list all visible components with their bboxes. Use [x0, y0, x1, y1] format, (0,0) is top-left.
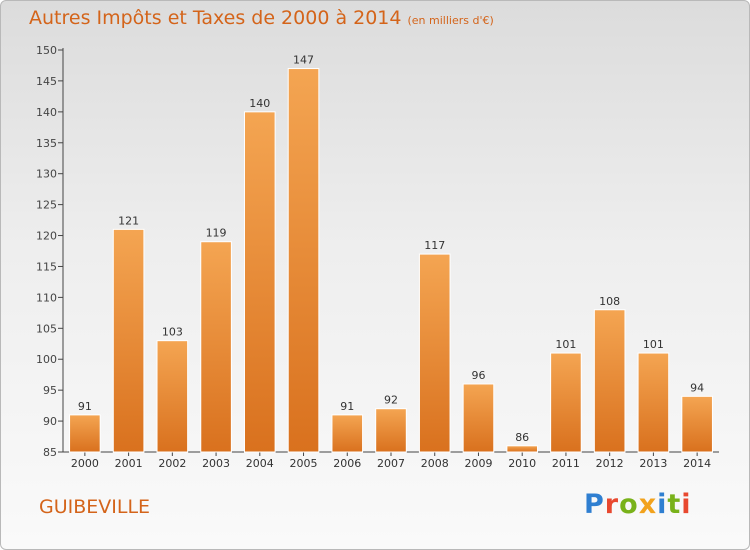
data-label: 140: [249, 97, 270, 110]
bar: [69, 414, 101, 453]
x-tick-label: 2010: [508, 457, 536, 470]
bar: [593, 309, 626, 453]
data-label: 119: [206, 227, 227, 240]
bar: [637, 352, 670, 453]
x-tick-label: 2011: [552, 457, 580, 470]
chart-title: Autres Impôts et Taxes de 2000 à 2014 (en…: [29, 7, 494, 29]
proxiti-logo: Proxiti: [584, 489, 692, 520]
data-label: 121: [118, 214, 139, 227]
data-label: 96: [471, 369, 485, 382]
bar: [331, 414, 364, 453]
data-label: 92: [384, 394, 398, 407]
bar: [243, 111, 276, 453]
commune-name: GUIBEVILLE: [39, 496, 151, 518]
x-tick-label: 2014: [683, 457, 711, 470]
y-tick-label: 100: [36, 353, 57, 366]
x-tick-label: 2006: [333, 457, 361, 470]
y-tick-label: 145: [36, 75, 57, 88]
y-tick-label: 125: [36, 199, 57, 212]
data-label: 86: [515, 431, 529, 444]
bar: [462, 383, 495, 453]
x-tick-label: 2002: [158, 457, 186, 470]
logo-letter: x: [638, 489, 658, 520]
y-tick-label: 150: [36, 44, 57, 57]
logo-letter: o: [619, 489, 639, 520]
logo-letter: P: [584, 489, 605, 520]
x-tick-label: 2001: [115, 457, 143, 470]
bar: [112, 228, 145, 453]
data-label: 91: [78, 400, 92, 413]
y-tick-label: 105: [36, 322, 57, 335]
logo-letter: i: [681, 489, 692, 520]
y-tick-label: 140: [36, 106, 57, 119]
bar: [156, 340, 189, 453]
y-tick-label: 110: [36, 291, 57, 304]
bar: [200, 241, 232, 453]
x-tick-label: 2008: [421, 457, 449, 470]
data-label: 147: [293, 54, 314, 67]
logo-letter: t: [667, 489, 682, 520]
x-tick-label: 2005: [290, 457, 318, 470]
chart-title-main: Autres Impôts et Taxes de 2000 à 2014: [29, 7, 402, 29]
data-label: 101: [555, 338, 576, 351]
y-tick-label: 130: [36, 168, 57, 181]
x-tick-label: 2000: [71, 457, 99, 470]
x-tick-label: 2013: [639, 457, 667, 470]
bar: [287, 68, 320, 453]
bar: [681, 395, 713, 453]
y-tick-label: 135: [36, 137, 57, 150]
x-tick-label: 2012: [596, 457, 624, 470]
x-tick-label: 2007: [377, 457, 405, 470]
logo-letter: r: [604, 489, 620, 520]
y-tick-label: 85: [43, 446, 57, 459]
data-label: 94: [690, 381, 704, 394]
bar: [506, 445, 539, 453]
y-tick-label: 95: [43, 384, 57, 397]
x-tick-label: 2009: [464, 457, 492, 470]
data-label: 91: [340, 400, 354, 413]
data-label: 101: [643, 338, 664, 351]
y-tick-label: 90: [43, 415, 57, 428]
data-label: 108: [599, 295, 620, 308]
y-tick-label: 120: [36, 230, 57, 243]
bar: [418, 253, 451, 453]
y-tick-label: 115: [36, 260, 57, 273]
logo-letter: i: [657, 489, 668, 520]
data-label: 117: [424, 239, 445, 252]
chart-title-unit: (en milliers d'€): [407, 14, 494, 27]
x-tick-label: 2003: [202, 457, 230, 470]
data-label: 103: [162, 326, 183, 339]
x-tick-label: 2004: [246, 457, 274, 470]
bar: [375, 408, 407, 453]
bar: [550, 352, 582, 453]
